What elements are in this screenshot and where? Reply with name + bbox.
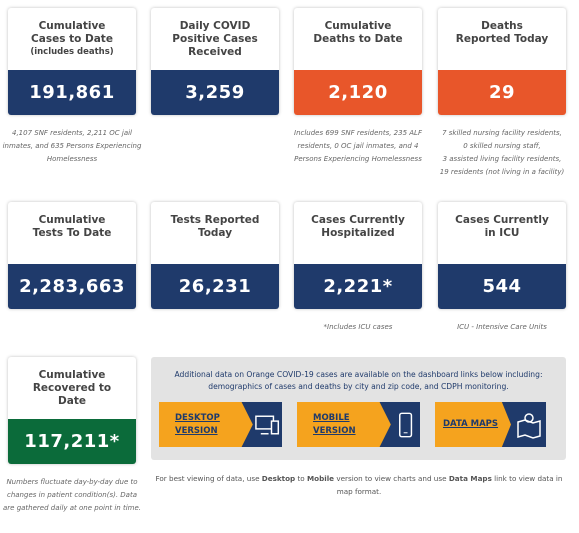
card-header: Tests Reported Today bbox=[151, 202, 279, 264]
note-line: *Includes ICU cases bbox=[323, 323, 393, 331]
note-line: 19 residents (not living in a facility) bbox=[439, 168, 565, 176]
footer-segment: link to view data in map format. bbox=[336, 474, 563, 496]
card-value: 29 bbox=[438, 70, 566, 115]
card-title: Cumulative Recovered to Date bbox=[32, 369, 112, 407]
card-note: *Includes ICU cases bbox=[287, 321, 429, 334]
maps-button[interactable]: DATA MAPS bbox=[435, 402, 546, 447]
stat-card: Cumulative Deaths to Date 2,120 bbox=[294, 8, 422, 115]
card-note: 7 skilled nursing facility residents, 0 s… bbox=[431, 127, 573, 179]
note-line: 3 assisted living facility residents, bbox=[442, 155, 562, 163]
footer-note: For best viewing of data, use Desktop to… bbox=[152, 472, 566, 498]
desktop-icon bbox=[255, 415, 279, 434]
note-line: Numbers fluctuate day-by-day due to chan… bbox=[3, 478, 141, 512]
footer-segment: version to view charts and use bbox=[334, 474, 449, 483]
stat-card: Cumulative Cases to Date (includes deaths… bbox=[8, 8, 136, 115]
card-value: 191,861 bbox=[8, 70, 136, 115]
note-line: Includes 699 SNF residents, 235 ALF resi… bbox=[294, 129, 422, 163]
card-title: Cumulative Deaths to Date bbox=[313, 20, 403, 45]
card-header: Cases Currently in ICU bbox=[438, 202, 566, 264]
stat-card: Cumulative Recovered to Date 117,211* bbox=[8, 357, 136, 464]
note-line: ICU - Intensive Care Units bbox=[457, 323, 547, 331]
card-header: Cumulative Tests To Date bbox=[8, 202, 136, 264]
card-title: Cumulative Tests To Date bbox=[32, 214, 112, 239]
footer-segment: to bbox=[295, 474, 307, 483]
info-panel: Additional data on Orange COVID-19 cases… bbox=[151, 357, 566, 460]
card-header: Cumulative Cases to Date (includes deaths… bbox=[8, 8, 136, 70]
desktop-button[interactable]: DESKTOP VERSION bbox=[159, 402, 282, 447]
button-label[interactable]: MOBILE VERSION bbox=[297, 402, 391, 447]
note-line: 7 skilled nursing facility residents, bbox=[442, 129, 562, 137]
card-value: 544 bbox=[438, 264, 566, 309]
card-value: 3,259 bbox=[151, 70, 279, 115]
card-note: 4,107 SNF residents, 2,211 OC jail inmat… bbox=[1, 127, 143, 166]
map-icon bbox=[516, 412, 541, 439]
card-title: Tests Reported Today bbox=[170, 214, 260, 239]
card-value: 2,120 bbox=[294, 70, 422, 115]
footer-segment: Desktop bbox=[261, 474, 296, 483]
stat-card: Tests Reported Today 26,231 bbox=[151, 202, 279, 309]
stat-card: Cumulative Tests To Date 2,283,663 bbox=[8, 202, 136, 309]
button-label[interactable]: DESKTOP VERSION bbox=[159, 402, 253, 447]
card-header: Cases Currently Hospitalized bbox=[294, 202, 422, 264]
card-title: Deaths Reported Today bbox=[455, 20, 549, 45]
card-value: 2,283,663 bbox=[8, 264, 136, 309]
card-title: Daily COVID Positive Cases Received bbox=[172, 20, 258, 58]
card-header: Daily COVID Positive Cases Received bbox=[151, 8, 279, 70]
card-value: 2,221* bbox=[294, 264, 422, 309]
footer-segment: Data Maps bbox=[448, 474, 492, 483]
stat-card: Cases Currently Hospitalized 2,221* bbox=[294, 202, 422, 309]
card-header: Cumulative Deaths to Date bbox=[294, 8, 422, 70]
card-title: Cases Currently in ICU bbox=[455, 214, 549, 239]
mobile-button[interactable]: MOBILE VERSION bbox=[297, 402, 420, 447]
card-value: 117,211* bbox=[8, 419, 136, 464]
note-line: 4,107 SNF residents, 2,211 OC jail inmat… bbox=[2, 129, 142, 163]
card-header: Cumulative Recovered to Date bbox=[8, 357, 136, 419]
card-value: 26,231 bbox=[151, 264, 279, 309]
panel-text: Additional data on Orange COVID-19 cases… bbox=[174, 370, 543, 391]
mobile-icon bbox=[398, 412, 412, 437]
card-title: Cases Currently Hospitalized bbox=[311, 214, 405, 239]
footer-segment: For best viewing of data, use bbox=[155, 474, 262, 483]
card-header: Deaths Reported Today bbox=[438, 8, 566, 70]
stat-card: Daily COVID Positive Cases Received 3,259 bbox=[151, 8, 279, 115]
card-title: Cumulative Cases to Date bbox=[31, 20, 113, 45]
card-note: ICU - Intensive Care Units bbox=[431, 321, 573, 334]
stat-card: Deaths Reported Today 29 bbox=[438, 8, 566, 115]
card-subtitle: (includes deaths) bbox=[30, 47, 114, 57]
card-note: Includes 699 SNF residents, 235 ALF resi… bbox=[287, 127, 429, 166]
stat-card: Cases Currently in ICU 544 bbox=[438, 202, 566, 309]
card-note: Numbers fluctuate day-by-day due to chan… bbox=[1, 476, 143, 515]
note-line: 0 skilled nursing staff, bbox=[463, 142, 541, 150]
footer-segment: Mobile bbox=[307, 474, 335, 483]
button-label[interactable]: DATA MAPS bbox=[435, 402, 511, 447]
